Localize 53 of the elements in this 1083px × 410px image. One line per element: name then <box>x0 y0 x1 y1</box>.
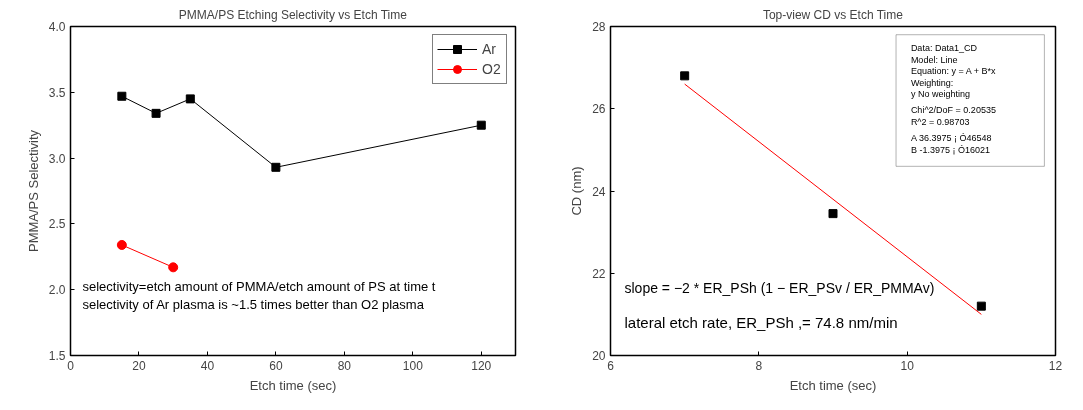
point <box>168 262 179 273</box>
y-tick-label: 20 <box>592 349 606 363</box>
legend-label: Ar <box>482 41 497 57</box>
point <box>976 301 986 311</box>
x-tick-label: 40 <box>200 358 215 373</box>
x-tick-label: 120 <box>471 358 492 373</box>
point <box>828 209 838 219</box>
x-tick-label: 6 <box>607 358 615 373</box>
annotation: Model: Line <box>910 54 958 65</box>
y-tick-label: 26 <box>592 102 606 117</box>
x-tick-label: 12 <box>1048 358 1063 373</box>
y-tick-label: 3.5 <box>48 85 66 100</box>
y-tick-label: 28 <box>592 20 606 34</box>
y-axis-title: PMMA/PS Selectivity <box>25 129 41 253</box>
y-tick-label: 1.5 <box>48 349 66 363</box>
y-tick-label: 24 <box>592 184 606 199</box>
x-tick-label: 100 <box>402 358 424 373</box>
point <box>680 71 690 81</box>
x-tick-label: 60 <box>269 358 283 373</box>
point <box>151 108 161 118</box>
x-axis-title: Etch time (sec) <box>249 377 337 393</box>
x-tick-label: 0 <box>67 358 75 373</box>
annotation: lateral etch rate, ER_PSh ,= 74.8 nm/min <box>624 313 898 331</box>
point <box>117 91 127 101</box>
point <box>116 239 127 250</box>
x-axis-title: Etch time (sec) <box>789 377 877 393</box>
x-tick-label: 20 <box>132 358 146 373</box>
annotation: Data: Data1_CD <box>910 43 978 54</box>
y-tick-label: 2.0 <box>48 283 66 298</box>
x-tick-label: 10 <box>900 358 915 373</box>
annotation: A 36.3975 ¡ Ó46548 <box>910 133 992 144</box>
y-tick-label: 3.0 <box>48 151 66 166</box>
point <box>271 162 281 172</box>
annotation: slope = −2 * ER_PSh (1 − ER_PSv / ER_PMMAv) <box>624 279 935 296</box>
annotation: Chi^2/DoF = 0.20535 <box>910 105 996 116</box>
y-tick-label: 22 <box>592 266 606 281</box>
annotation: Weighting: <box>910 77 954 88</box>
y-axis-title: CD (nm) <box>569 166 585 216</box>
annotation: selectivity of Ar plasma is ~1.5 times better than O2 plasma <box>82 296 425 312</box>
point <box>476 120 486 130</box>
annotation: R^2 = 0.98703 <box>910 116 970 127</box>
annotation: B -1.3975 ¡ Ó16021 <box>910 144 990 155</box>
annotation: y No weighting <box>910 89 970 100</box>
point <box>185 94 195 104</box>
chart-title: Top-view CD vs Etch Time <box>762 7 904 22</box>
y-tick-label: 2.5 <box>48 217 66 232</box>
legend-label: O2 <box>482 61 502 77</box>
x-tick-label: 80 <box>337 358 352 373</box>
annotation: Equation: y = A + B*x <box>910 66 996 77</box>
annotation: selectivity=etch amount of PMMA/etch amount of PS at time t <box>82 278 436 294</box>
y-tick-label: 4.0 <box>48 20 66 34</box>
chart-title: PMMA/PS Etching Selectivity vs Etch Time <box>178 7 408 22</box>
x-tick-label: 8 <box>755 358 763 373</box>
